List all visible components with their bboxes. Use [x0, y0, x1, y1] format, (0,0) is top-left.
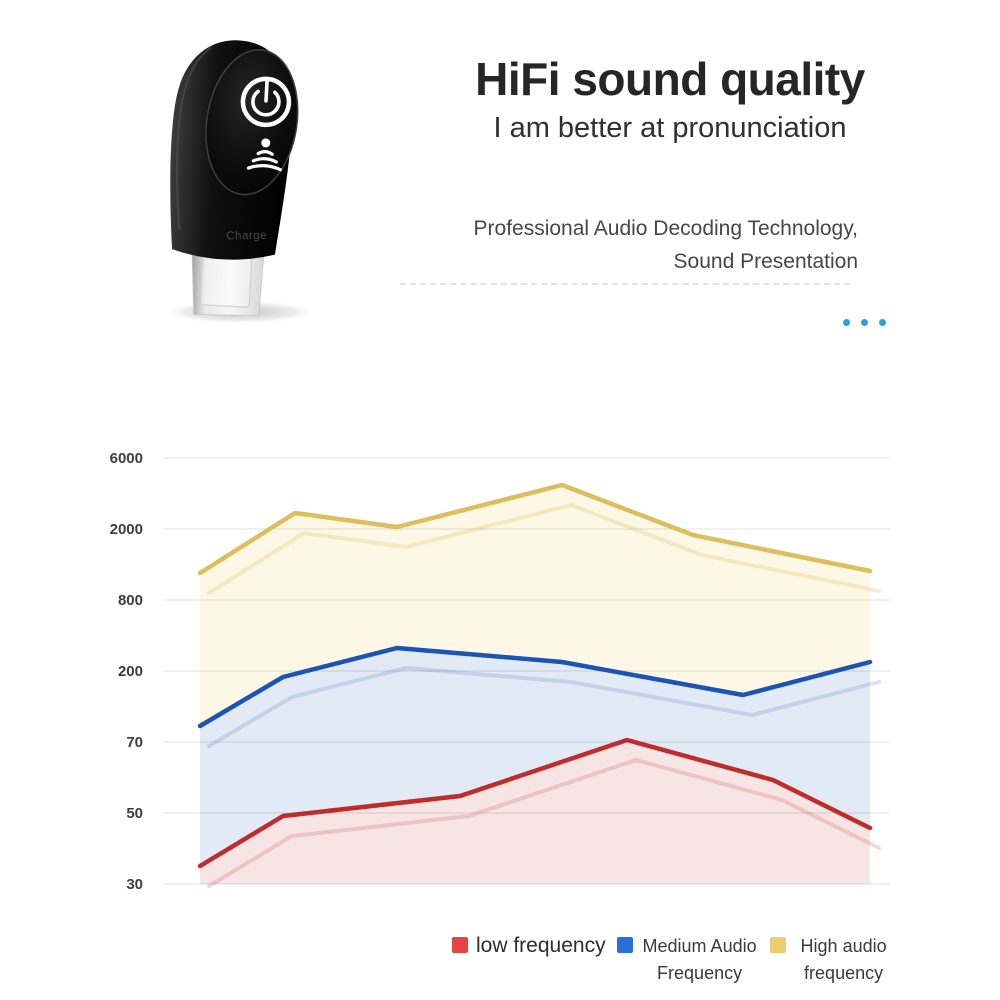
- line-shadow-low: [207, 758, 881, 888]
- legend-label-high: High audio frequency: [800, 936, 887, 983]
- power-icon: [240, 76, 292, 128]
- dashed-divider: [400, 283, 850, 285]
- chart-legend: low frequency Medium Audio Frequency Hig…: [452, 933, 894, 987]
- legend-swatch-medium: [616, 937, 633, 953]
- legend-label-medium: Medium Audio Frequency: [642, 936, 757, 983]
- charge-label: Charge: [226, 230, 267, 243]
- y-tick-800: 800: [118, 592, 143, 609]
- carousel-dot-3[interactable]: [879, 319, 886, 326]
- y-tick-6000: 6000: [110, 450, 143, 467]
- legend-swatch-high: [769, 937, 786, 953]
- legend-item-medium-frequency: Medium Audio Frequency: [616, 933, 759, 987]
- legend-item-low-frequency: low frequency: [452, 933, 606, 959]
- description-line-2: Sound Presentation: [673, 250, 858, 273]
- page-subtitle: I am better at pronunciation: [493, 112, 847, 144]
- line-high: [197, 482, 873, 576]
- legend-item-high-frequency: High audio frequency: [769, 933, 894, 987]
- usb-connector: [191, 249, 265, 317]
- line-medium: [197, 645, 873, 729]
- legend-label-low: low frequency: [476, 934, 606, 957]
- y-tick-50: 50: [126, 805, 143, 822]
- carousel-dot-2[interactable]: [861, 319, 868, 326]
- line-shadow-medium: [207, 666, 881, 748]
- product-image: Charge: [162, 40, 318, 324]
- page-title: HiFi sound quality: [475, 53, 865, 105]
- wireless-signal-icon: [246, 138, 282, 172]
- area-fill-low: [200, 740, 870, 884]
- y-tick-70: 70: [126, 734, 143, 751]
- y-tick-2000: 2000: [110, 521, 143, 538]
- description: Professional Audio Decoding Technology, …: [378, 212, 858, 278]
- y-tick-30: 30: [126, 876, 143, 893]
- y-tick-200: 200: [118, 663, 143, 680]
- line-low: [197, 737, 873, 869]
- line-shadow-high: [207, 503, 881, 595]
- frequency-area-chart: 6000 2000 800 200 70 50 30: [110, 450, 890, 893]
- device-body-highlight: [176, 46, 212, 230]
- carousel-dot-1[interactable]: [843, 319, 850, 326]
- legend-swatch-low: [452, 937, 468, 953]
- description-line-1: Professional Audio Decoding Technology,: [473, 217, 858, 240]
- carousel-dots: [843, 319, 886, 326]
